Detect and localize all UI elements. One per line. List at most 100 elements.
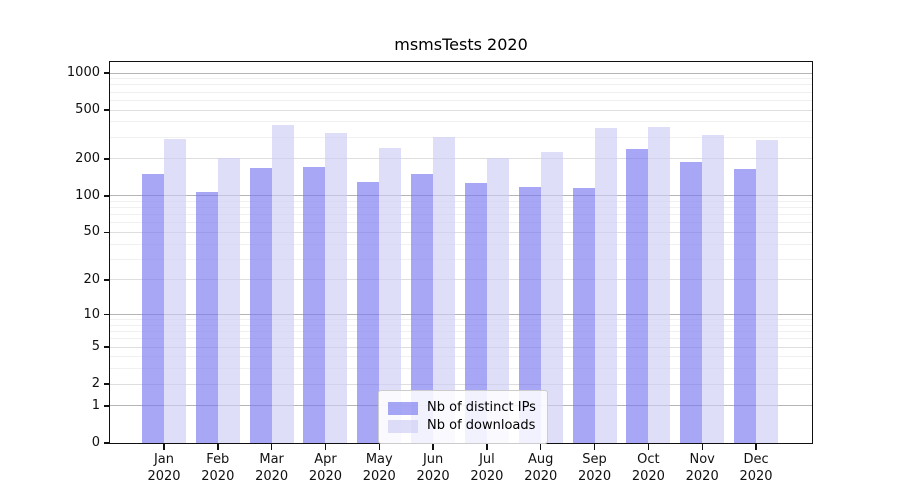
gridline-minor xyxy=(110,338,812,340)
plot-area: Nb of distinct IPs Nb of downloads xyxy=(109,61,813,444)
y-tick-mark xyxy=(104,346,110,348)
gridline-minor xyxy=(110,214,812,216)
bar-downloads xyxy=(594,128,617,443)
x-tick-label: Feb 2020 xyxy=(201,452,235,484)
y-tick-mark xyxy=(104,383,110,385)
bar-downloads xyxy=(756,140,779,443)
bar-distinct-ips xyxy=(572,187,595,443)
x-tick-mark xyxy=(540,444,542,450)
y-tick-label: 50 xyxy=(83,224,100,240)
y-tick-label: 1000 xyxy=(66,65,100,80)
y-tick-label: 20 xyxy=(83,271,100,287)
gridline-minor xyxy=(110,200,812,202)
bar-distinct-ips xyxy=(626,149,649,443)
bar-distinct-ips xyxy=(411,174,434,443)
bar-distinct-ips xyxy=(195,192,218,443)
y-tick-label: 10 xyxy=(83,306,100,322)
bar-downloads xyxy=(271,125,294,443)
bar-distinct-ips xyxy=(357,181,380,443)
x-tick-mark xyxy=(163,444,165,450)
gridline-major xyxy=(110,158,812,160)
gridline-minor xyxy=(110,243,812,245)
gridline-major xyxy=(110,231,812,233)
bar-downloads xyxy=(702,135,725,443)
bar-downloads xyxy=(379,147,402,443)
gridline-minor xyxy=(110,207,812,209)
gridline-major xyxy=(110,314,812,316)
x-tick-label: Oct 2020 xyxy=(631,452,665,484)
bar-distinct-ips xyxy=(680,161,703,443)
y-tick-label: 500 xyxy=(75,102,100,118)
y-tick-mark xyxy=(104,442,110,444)
y-tick-mark xyxy=(104,109,110,111)
gridline-major xyxy=(110,109,812,111)
bar-downloads xyxy=(648,126,671,443)
x-tick-mark xyxy=(701,444,703,450)
gridline-major xyxy=(110,195,812,197)
y-tick-label: 100 xyxy=(75,187,100,203)
y-tick-label: 200 xyxy=(75,150,100,166)
bar-distinct-ips xyxy=(734,168,757,443)
gridline-major xyxy=(110,383,812,385)
gridline-minor xyxy=(110,324,812,326)
x-tick-mark xyxy=(593,444,596,450)
y-tick-mark xyxy=(104,405,110,407)
gridline-major xyxy=(110,279,812,281)
y-tick-mark xyxy=(104,231,110,234)
y-tick-mark xyxy=(104,72,110,74)
y-tick-label: 5 xyxy=(91,339,100,355)
gridline-minor xyxy=(110,91,812,93)
x-tick-label: May 2020 xyxy=(362,452,396,484)
bar-downloads xyxy=(217,157,240,443)
x-tick-mark xyxy=(486,444,488,450)
x-tick-mark xyxy=(432,444,434,450)
bar-downloads xyxy=(433,137,456,443)
x-tick-label: Apr 2020 xyxy=(308,452,342,484)
x-tick-mark xyxy=(217,444,219,450)
x-tick-label: Nov 2020 xyxy=(685,452,719,484)
x-tick-label: Jun 2020 xyxy=(416,452,450,484)
legend: Nb of distinct IPs Nb of downloads xyxy=(378,390,548,444)
gridline-minor xyxy=(110,319,812,321)
gridline-minor xyxy=(110,99,812,101)
x-tick-label: Jul 2020 xyxy=(470,452,504,484)
bar-distinct-ips xyxy=(142,174,164,443)
bar-distinct-ips xyxy=(303,167,326,443)
gridline-minor xyxy=(110,331,812,333)
chart-title: msmsTests 2020 xyxy=(394,35,528,54)
bar-downloads xyxy=(540,152,563,443)
x-tick-mark xyxy=(324,444,327,450)
x-tick-label: Jan 2020 xyxy=(147,452,181,484)
gridline-major xyxy=(110,72,812,74)
gridline-minor xyxy=(110,258,812,260)
y-tick-label: 0 xyxy=(91,435,100,450)
y-tick-mark xyxy=(104,195,110,197)
x-tick-mark xyxy=(378,444,380,450)
gridline-major xyxy=(110,346,812,348)
gridline-minor xyxy=(110,121,812,123)
x-tick-label: Dec 2020 xyxy=(739,452,773,484)
bar-downloads xyxy=(325,132,348,443)
legend-label-distinct-ips: Nb of distinct IPs xyxy=(427,400,536,415)
x-tick-mark xyxy=(270,444,273,450)
gridline-minor xyxy=(110,368,812,370)
y-tick-label: 1 xyxy=(91,397,100,413)
y-tick-mark xyxy=(104,313,110,316)
x-tick-label: Mar 2020 xyxy=(255,452,289,484)
bar-distinct-ips xyxy=(464,183,487,443)
legend-row-downloads: Nb of downloads xyxy=(388,418,536,434)
y-tick-mark xyxy=(104,158,110,160)
gridline-minor xyxy=(110,78,812,80)
bar-distinct-ips xyxy=(518,187,541,443)
legend-row-distinct-ips: Nb of distinct IPs xyxy=(388,400,536,416)
gridline-minor xyxy=(110,136,812,138)
bar-downloads xyxy=(486,157,509,443)
x-tick-label: Sep 2020 xyxy=(578,452,612,484)
x-tick-mark xyxy=(755,444,757,450)
gridline-minor xyxy=(110,84,812,86)
bar-downloads xyxy=(164,139,186,443)
bar-distinct-ips xyxy=(249,168,272,443)
gridline-minor xyxy=(110,222,812,224)
x-tick-label: Aug 2020 xyxy=(524,452,558,484)
